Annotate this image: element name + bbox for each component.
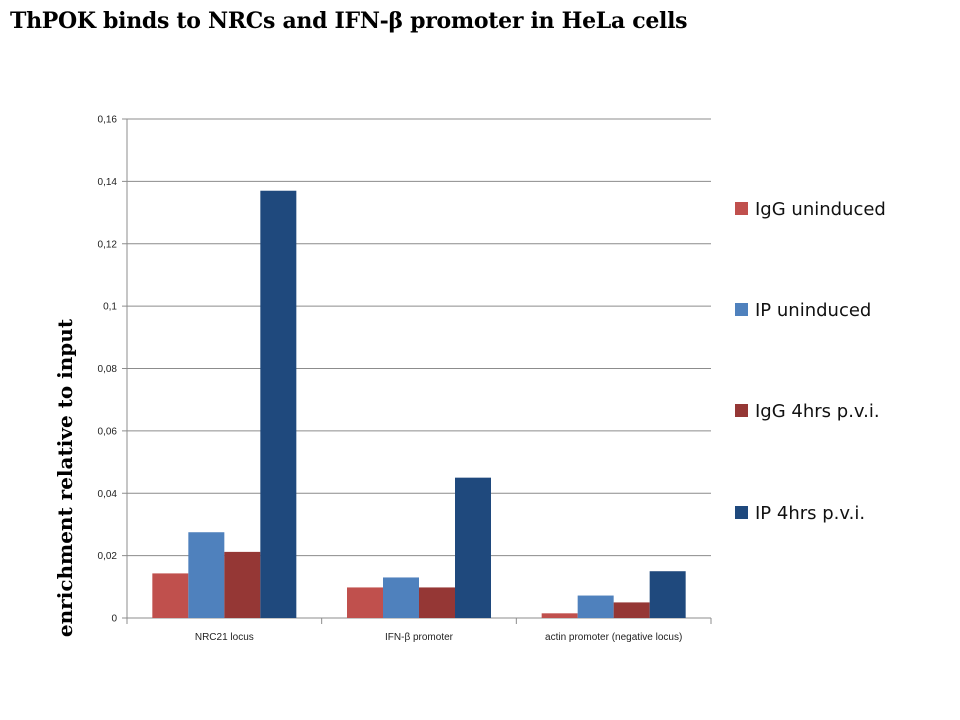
bar-3-3 bbox=[613, 602, 650, 618]
axis-labels: 0 0,02 0,04 0,06 0,08 0,1 0,12 0,14 0,16 NRC21 lo… bbox=[98, 115, 683, 644]
legend-swatch bbox=[735, 202, 748, 215]
bar-2-3 bbox=[419, 587, 455, 618]
bar-1-3 bbox=[224, 551, 261, 618]
y-tick-label: 0,02 bbox=[98, 551, 118, 562]
bar-1-1 bbox=[152, 573, 189, 618]
bar-2-2 bbox=[383, 577, 419, 618]
chart-title: ThPOK binds to NRCs and IFN-β promoter i… bbox=[10, 8, 688, 34]
legend-swatch bbox=[735, 303, 748, 316]
bar-3-2 bbox=[577, 595, 614, 618]
legend-label: IP uninduced bbox=[755, 300, 871, 321]
legend-swatch bbox=[735, 404, 748, 417]
x-tick-label: NRC21 locus bbox=[195, 632, 254, 643]
y-tick-label: 0,16 bbox=[98, 115, 118, 126]
legend: IgG uninduced IP uninduced IgG 4hrs p.v.i.… bbox=[735, 199, 886, 524]
x-tick-label: IFN-β promoter bbox=[385, 632, 454, 643]
y-tick-label: 0,12 bbox=[98, 239, 118, 250]
bar-2-4 bbox=[455, 477, 491, 618]
gridlines bbox=[127, 118, 711, 557]
legend-label: IP 4hrs p.v.i. bbox=[755, 503, 865, 524]
y-tick-label: 0,06 bbox=[98, 426, 118, 437]
bar-3-4 bbox=[649, 571, 686, 618]
x-tick-label: actin promoter (negative locus) bbox=[545, 632, 682, 643]
y-tick-label: 0,08 bbox=[98, 364, 118, 375]
y-axis-title: enrichment relative to input bbox=[53, 318, 77, 637]
y-tick-label: 0,1 bbox=[103, 302, 117, 313]
bar-2-1 bbox=[347, 587, 383, 618]
bar-1-2 bbox=[188, 532, 225, 618]
y-tick-label: 0 bbox=[111, 614, 117, 625]
legend-label: IgG 4hrs p.v.i. bbox=[755, 401, 880, 422]
y-tick-label: 0,14 bbox=[98, 177, 118, 188]
bars bbox=[152, 190, 686, 618]
y-tick-label: 0,04 bbox=[98, 489, 118, 500]
legend-label: IgG uninduced bbox=[755, 199, 886, 220]
bar-3-1 bbox=[541, 613, 578, 618]
legend-swatch bbox=[735, 506, 748, 519]
bar-1-4 bbox=[260, 190, 297, 618]
